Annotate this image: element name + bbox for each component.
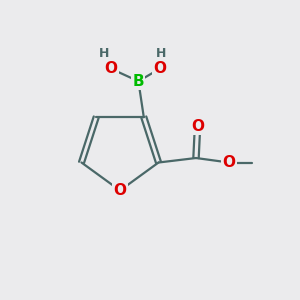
Text: O: O: [113, 183, 127, 198]
Text: B: B: [133, 74, 144, 89]
Text: O: O: [191, 119, 204, 134]
Text: O: O: [104, 61, 117, 76]
Text: H: H: [156, 46, 167, 59]
Text: O: O: [154, 61, 166, 76]
Text: H: H: [99, 46, 110, 59]
Text: O: O: [223, 155, 236, 170]
